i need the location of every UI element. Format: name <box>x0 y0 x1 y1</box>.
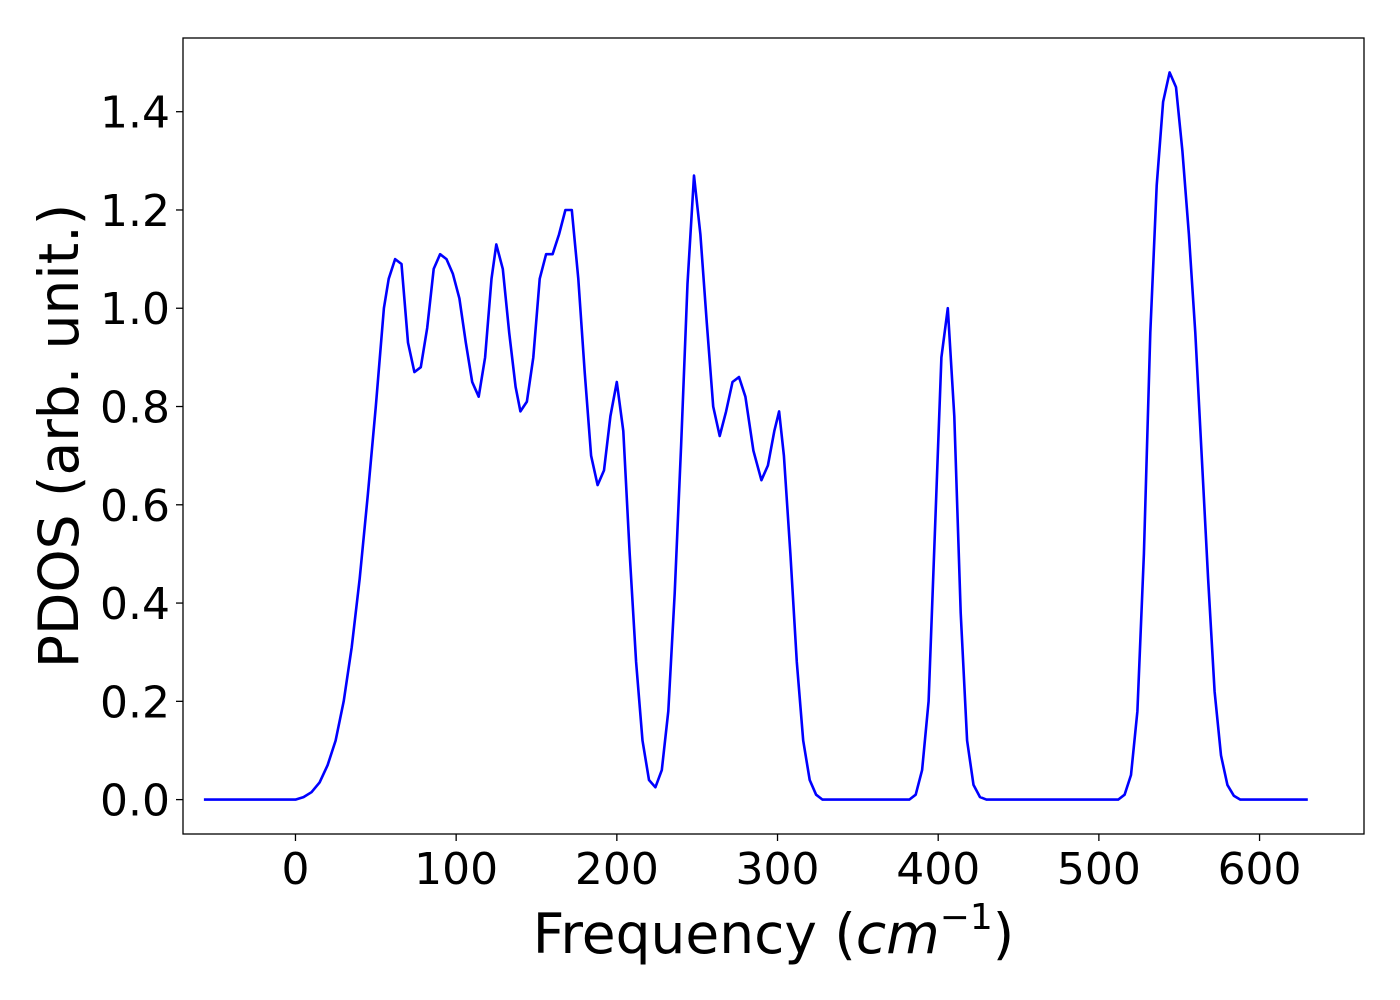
x-tick-label: 200 <box>575 844 659 895</box>
plot-frame <box>182 37 1365 835</box>
x-tick-label: 600 <box>1218 844 1302 895</box>
series-line <box>203 71 1308 801</box>
x-tick-label: 100 <box>414 844 498 895</box>
x-axis-label: Frequency (cm−1) <box>533 897 1014 966</box>
y-tick-label: 0.0 <box>100 776 170 827</box>
x-tick-label: 400 <box>896 844 980 895</box>
x-axis: 0 100 200 300 400 500 600 <box>281 834 1302 895</box>
y-axis-label: PDOS (arb. unit.) <box>27 204 91 668</box>
y-axis: 0.0 0.2 0.4 0.6 0.8 1.0 1.2 1.4 <box>100 88 183 827</box>
y-tick-label: 0.4 <box>100 579 170 630</box>
x-tick-label: 500 <box>1057 844 1141 895</box>
x-tick-label: 300 <box>736 844 820 895</box>
y-tick-label: 0.6 <box>100 481 170 532</box>
y-tick-label: 1.0 <box>100 284 170 335</box>
y-tick-label: 0.2 <box>100 677 170 728</box>
y-tick-label: 1.2 <box>100 186 170 237</box>
plot-area <box>203 71 1308 801</box>
y-tick-label: 0.8 <box>100 383 170 434</box>
y-tick-label: 1.4 <box>100 88 170 139</box>
x-tick-label: 0 <box>281 844 309 895</box>
